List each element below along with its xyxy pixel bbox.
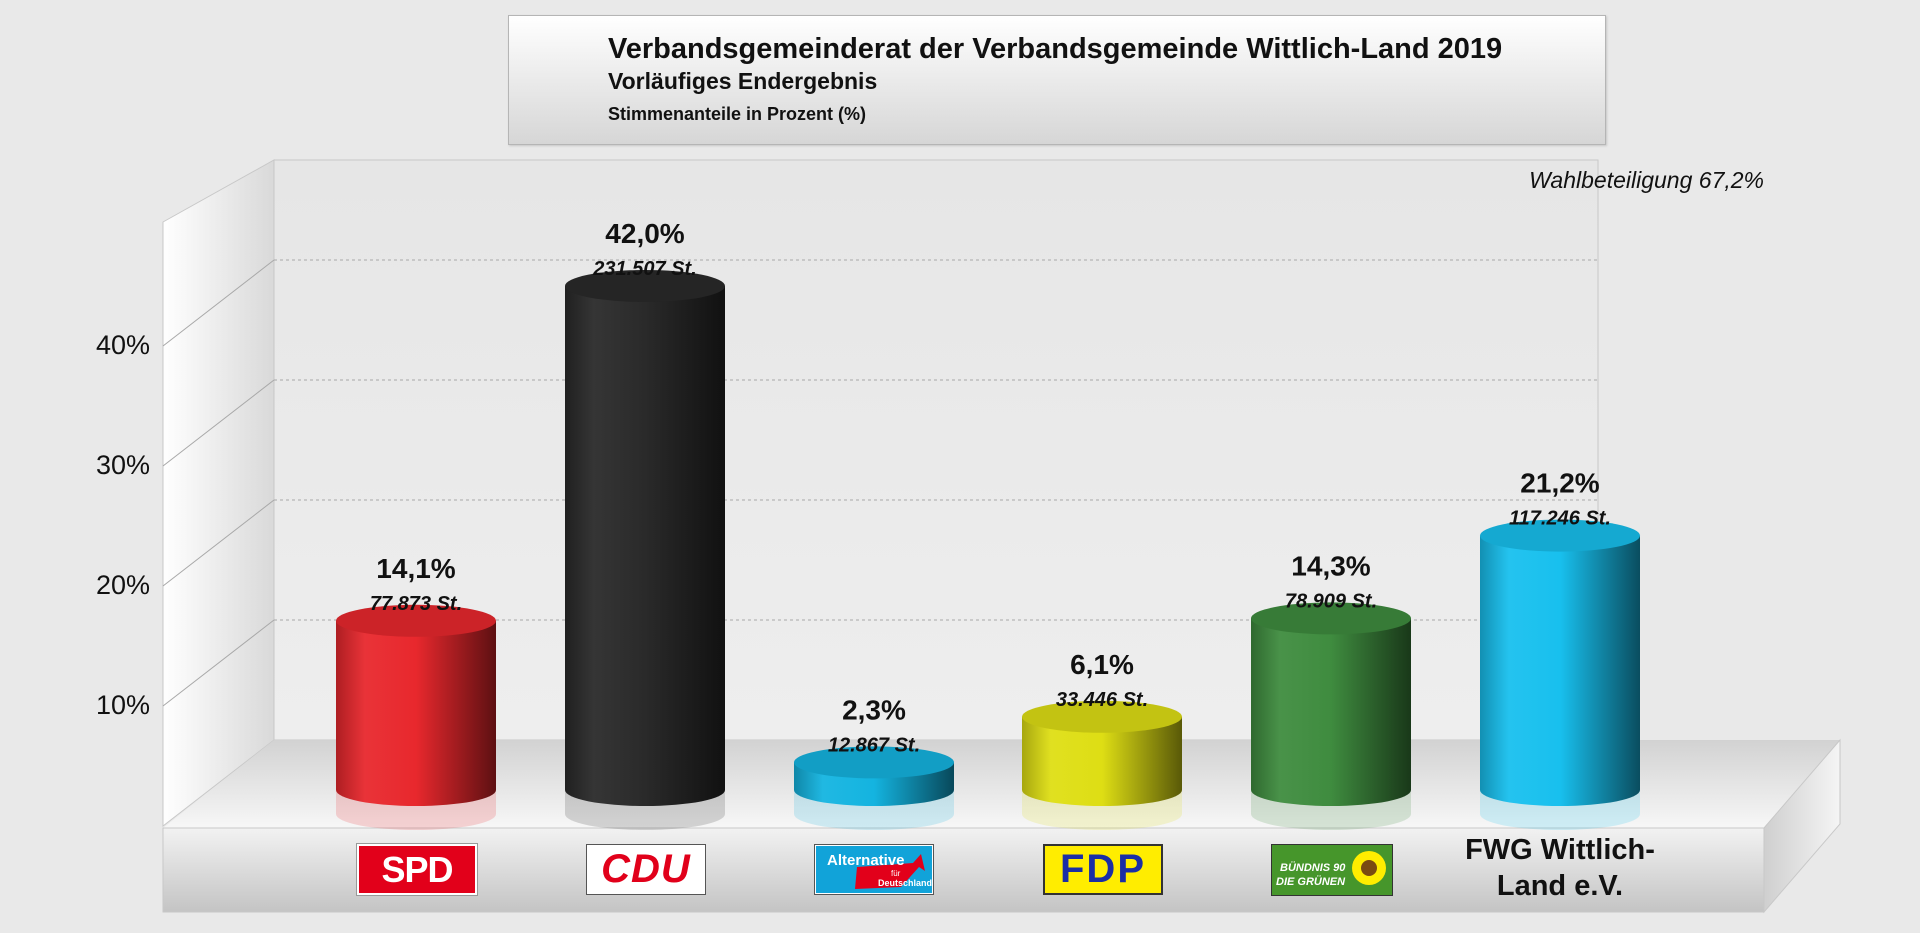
bar-top bbox=[794, 746, 954, 779]
gridline-diag-40 bbox=[162, 259, 275, 347]
bar-body bbox=[1251, 618, 1411, 806]
fwg-label: FWG Wittlich- Land e.V. bbox=[1440, 832, 1680, 904]
title-box: Verbandsgemeinderat der Verbandsgemeinde… bbox=[508, 15, 1606, 145]
bar-fwg-wittlich-land-e-v- bbox=[1480, 519, 1640, 830]
gridline-diag-20 bbox=[162, 499, 275, 587]
afd-logo-line2: für bbox=[891, 869, 901, 878]
value-label: 21,2% bbox=[1520, 468, 1599, 499]
bar-spd bbox=[336, 604, 496, 830]
votes-label: 77.873 St. bbox=[370, 593, 462, 615]
left-wall bbox=[162, 159, 275, 828]
fwg-label-line1: FWG Wittlich- bbox=[1465, 834, 1655, 866]
afd-logo-line3: Deutschland bbox=[878, 878, 932, 888]
afd-logo-graphic: Alternative für Deutschland bbox=[816, 846, 932, 893]
value-label: 2,3% bbox=[842, 694, 906, 725]
votes-label: 12.867 St. bbox=[828, 734, 920, 756]
value-label: 14,1% bbox=[376, 553, 455, 584]
votes-label: 78.909 St. bbox=[1285, 590, 1377, 612]
bar-body bbox=[1480, 535, 1640, 806]
bar-body bbox=[565, 286, 725, 806]
sunflower-icon bbox=[1352, 851, 1386, 885]
gruene-logo-graphic: BÜNDNIS 90 DIE GRÜNEN bbox=[1272, 845, 1392, 895]
bar-top bbox=[1251, 602, 1411, 635]
value-label: 14,3% bbox=[1291, 550, 1370, 581]
value-label: 6,1% bbox=[1070, 649, 1134, 680]
votes-label: 117.246 St. bbox=[1509, 508, 1611, 530]
gridline-diag-30 bbox=[162, 379, 275, 467]
bar-afd bbox=[794, 746, 954, 830]
chart-title: Verbandsgemeinderat der Verbandsgemeinde… bbox=[608, 33, 1503, 65]
bar-top bbox=[565, 270, 725, 302]
fwg-label-line2: Land e.V. bbox=[1496, 870, 1624, 902]
y-tick-label: 20% bbox=[95, 570, 150, 600]
cdu-logo-text: CDU bbox=[601, 847, 691, 891]
afd-logo-line1: Alternative bbox=[827, 852, 905, 869]
turnout-label: Wahlbeteiligung 67,2% bbox=[1529, 167, 1764, 193]
fdp-logo: FDP bbox=[1043, 844, 1163, 895]
value-label: 42,0% bbox=[605, 218, 684, 249]
chart-unit-note: Stimmenanteile in Prozent (%) bbox=[608, 104, 867, 124]
bar-top bbox=[1480, 519, 1640, 552]
bar-top bbox=[1022, 700, 1182, 733]
gruene-logo-line2: DIE GRÜNEN bbox=[1276, 875, 1346, 888]
gruene-logo-line1: BÜNDNIS 90 bbox=[1280, 861, 1346, 874]
chart-subtitle: Vorläufiges Endergebnis bbox=[608, 68, 878, 94]
bar-body bbox=[1022, 716, 1182, 806]
bars bbox=[336, 270, 1640, 830]
bar-top bbox=[336, 604, 496, 637]
afd-logo: Alternative für Deutschland bbox=[814, 844, 934, 895]
gridlines bbox=[162, 259, 1598, 707]
fdp-logo-text: FDP bbox=[1060, 847, 1146, 891]
bar-fdp bbox=[1022, 700, 1182, 830]
bar-gr-ne bbox=[1251, 602, 1411, 830]
y-tick-label: 30% bbox=[95, 450, 150, 480]
y-tick-label: 40% bbox=[95, 330, 150, 360]
bar-body bbox=[336, 620, 496, 806]
y-tick-label: 10% bbox=[95, 690, 150, 720]
gridline-diag-10 bbox=[162, 619, 275, 707]
spd-logo: SPD bbox=[356, 843, 478, 896]
votes-label: 33.446 St. bbox=[1056, 689, 1148, 711]
votes-label: 231.507 St. bbox=[592, 258, 696, 280]
gruene-logo: BÜNDNIS 90 DIE GRÜNEN bbox=[1271, 844, 1393, 896]
cdu-logo: CDU bbox=[586, 844, 706, 895]
data-labels: 14,1% 77.873 St. 42,0% 231.507 St. 2,3% 12.86… bbox=[370, 218, 1611, 756]
spd-logo-text: SPD bbox=[381, 848, 453, 890]
bar-cdu bbox=[565, 270, 725, 830]
